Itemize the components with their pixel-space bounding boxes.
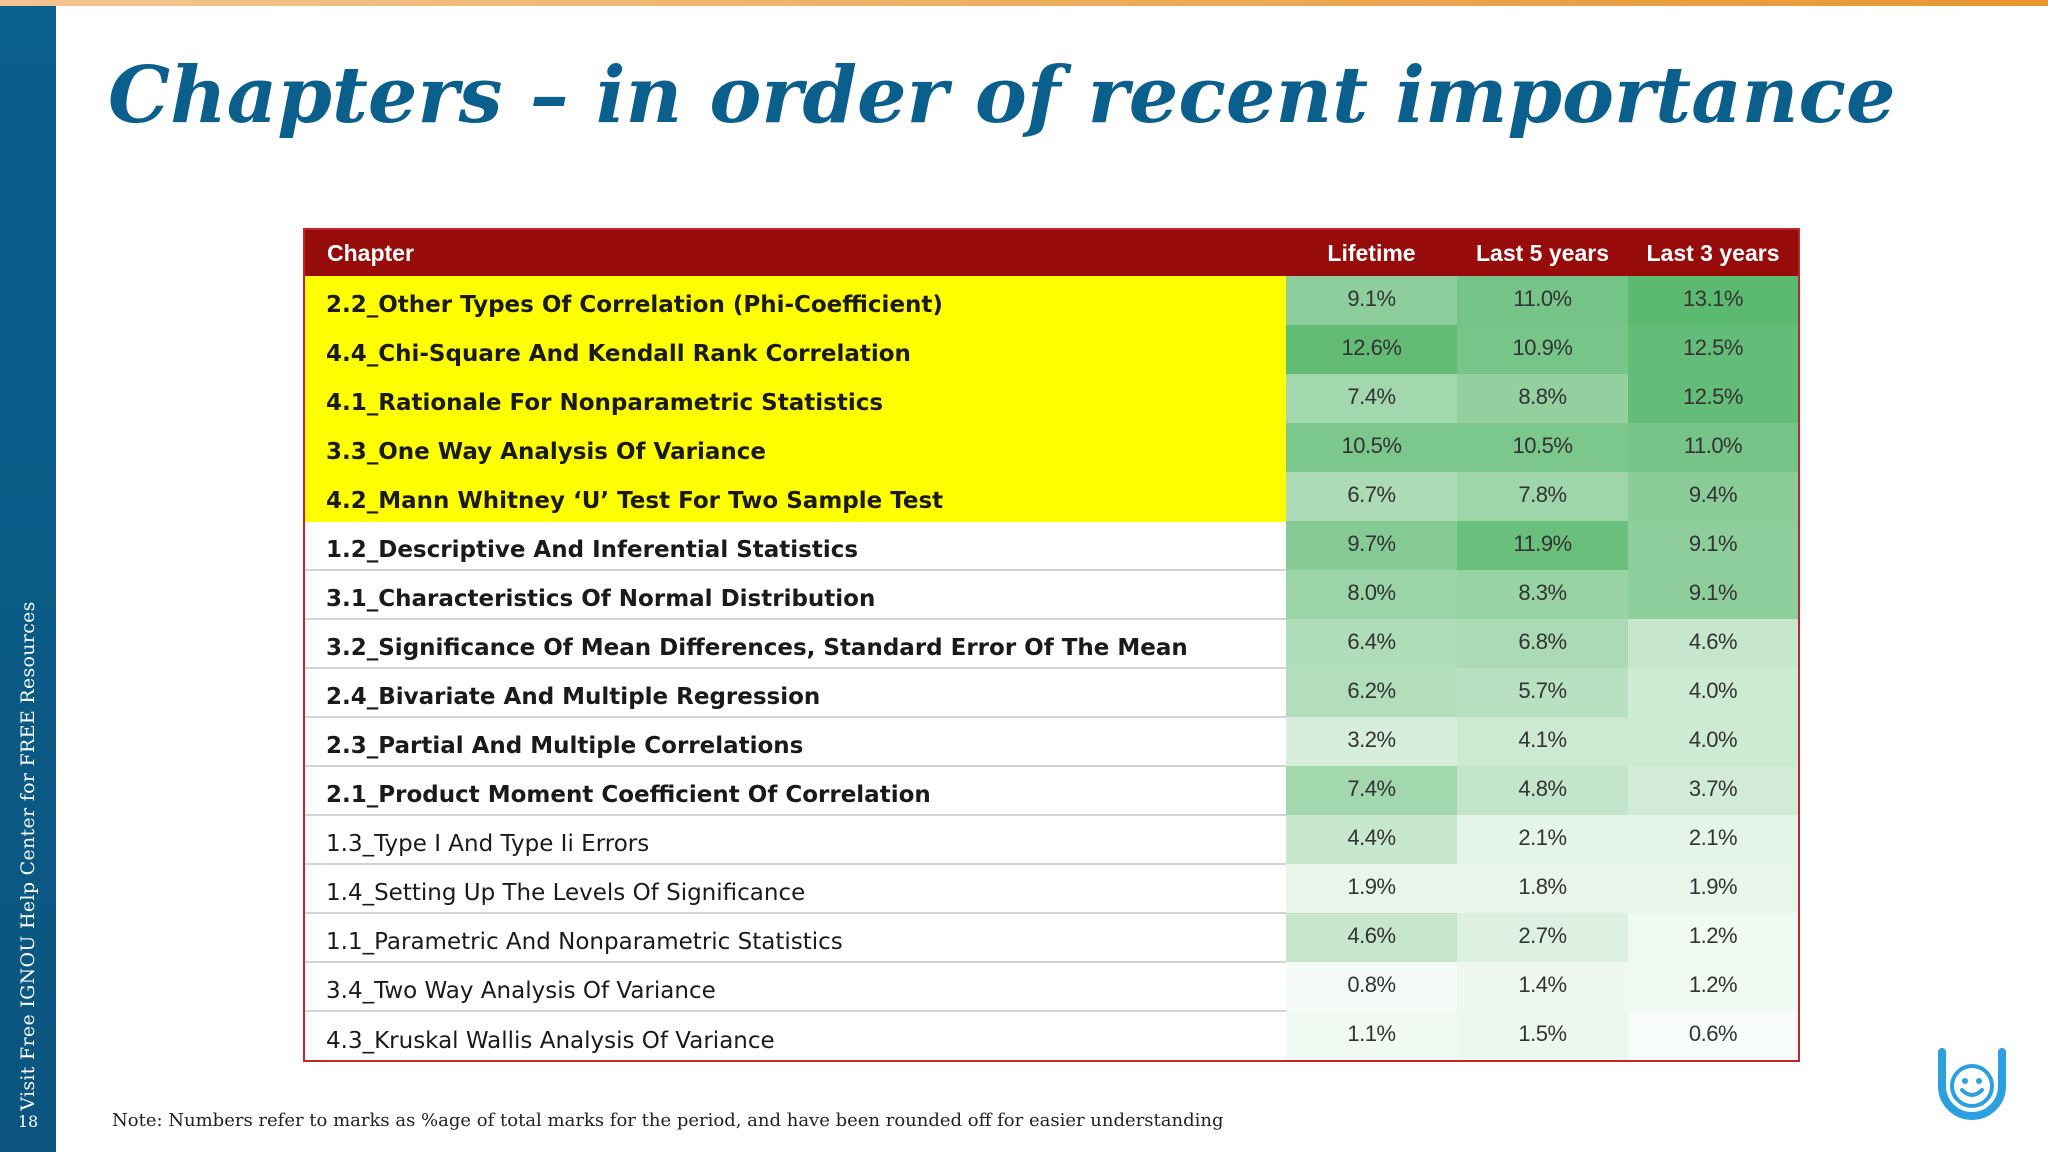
last3-value-cell: 12.5% — [1628, 325, 1798, 374]
last3-value-cell: 9.1% — [1628, 521, 1798, 570]
header-lifetime: Lifetime — [1286, 230, 1457, 276]
chapter-cell: 4.2_Mann Whitney ‘U’ Test For Two Sample… — [305, 472, 1286, 522]
chapter-cell: 2.4_Bivariate And Multiple Regression — [305, 668, 1286, 718]
lifetime-value-cell: 9.1% — [1286, 276, 1457, 325]
header-last-3-years: Last 3 years — [1628, 230, 1798, 276]
chapter-cell: 1.1_Parametric And Nonparametric Statist… — [305, 913, 1286, 963]
lifetime-value-cell: 6.2% — [1286, 668, 1457, 717]
chapter-cell: 2.1_Product Moment Coefficient Of Correl… — [305, 766, 1286, 816]
chapters-table: Chapter Lifetime Last 5 years Last 3 yea… — [305, 230, 1798, 1060]
table-row: 3.2_Significance Of Mean Differences, St… — [305, 619, 1798, 669]
lifetime-value-cell: 10.5% — [1286, 423, 1457, 472]
table-header-row: Chapter Lifetime Last 5 years Last 3 yea… — [305, 230, 1798, 276]
table-row: 2.2_Other Types Of Correlation (Phi-Coef… — [305, 276, 1798, 326]
chapter-cell: 4.1_Rationale For Nonparametric Statisti… — [305, 374, 1286, 424]
last3-value-cell: 1.9% — [1628, 864, 1798, 913]
table-row: 1.3_Type I And Type Ii Errors 4.4% 2.1% 2.1… — [305, 815, 1798, 865]
last5-value-cell: 4.1% — [1457, 717, 1628, 766]
last5-value-cell: 11.9% — [1457, 521, 1628, 570]
last3-value-cell: 3.7% — [1628, 766, 1798, 815]
header-last-5-years: Last 5 years — [1457, 230, 1628, 276]
last3-value-cell: 4.6% — [1628, 619, 1798, 668]
last3-value-cell: 11.0% — [1628, 423, 1798, 472]
last5-value-cell: 4.8% — [1457, 766, 1628, 815]
last3-value-cell: 12.5% — [1628, 374, 1798, 423]
last3-value-cell: 13.1% — [1628, 276, 1798, 325]
table-row: 3.4_Two Way Analysis Of Variance 0.8% 1.4%… — [305, 962, 1798, 1012]
last5-value-cell: 7.8% — [1457, 472, 1628, 521]
last5-value-cell: 5.7% — [1457, 668, 1628, 717]
last3-value-cell: 9.1% — [1628, 570, 1798, 619]
lifetime-value-cell: 8.0% — [1286, 570, 1457, 619]
chapter-cell: 3.1_Characteristics Of Normal Distributi… — [305, 570, 1286, 620]
side-promo-text: Visit Free IGNOU Help Center for FREE Re… — [17, 601, 39, 1111]
last5-value-cell: 11.0% — [1457, 276, 1628, 325]
lifetime-value-cell: 12.6% — [1286, 325, 1457, 374]
chapters-table-frame: Chapter Lifetime Last 5 years Last 3 yea… — [303, 228, 1800, 1062]
last5-value-cell: 1.4% — [1457, 962, 1628, 1011]
chapter-cell: 3.4_Two Way Analysis Of Variance — [305, 962, 1286, 1012]
last5-value-cell: 1.8% — [1457, 864, 1628, 913]
last5-value-cell: 8.8% — [1457, 374, 1628, 423]
chapter-cell: 2.3_Partial And Multiple Correlations — [305, 717, 1286, 767]
table-row: 4.2_Mann Whitney ‘U’ Test For Two Sample… — [305, 472, 1798, 522]
chapter-cell: 4.4_Chi-Square And Kendall Rank Correlat… — [305, 325, 1286, 375]
slide-title: Chapters – in order of recent importance — [108, 50, 1896, 141]
table-row: 1.4_Setting Up The Levels Of Significanc… — [305, 864, 1798, 914]
top-accent-bar — [0, 0, 2048, 6]
smiley-logo-icon — [1938, 1048, 2006, 1120]
last3-value-cell: 1.2% — [1628, 962, 1798, 1011]
last3-value-cell: 4.0% — [1628, 668, 1798, 717]
table-row: 2.1_Product Moment Coefficient Of Correl… — [305, 766, 1798, 816]
last3-value-cell: 2.1% — [1628, 815, 1798, 864]
table-row: 1.2_Descriptive And Inferential Statisti… — [305, 521, 1798, 571]
lifetime-value-cell: 9.7% — [1286, 521, 1457, 570]
chapter-cell: 1.3_Type I And Type Ii Errors — [305, 815, 1286, 865]
last5-value-cell: 1.5% — [1457, 1011, 1628, 1060]
chapter-cell: 4.3_Kruskal Wallis Analysis Of Variance — [326, 1028, 775, 1054]
table-row: 4.4_Chi-Square And Kendall Rank Correlat… — [305, 325, 1798, 375]
last5-value-cell: 10.5% — [1457, 423, 1628, 472]
table-row: 2.4_Bivariate And Multiple Regression 6.2… — [305, 668, 1798, 718]
lifetime-value-cell: 4.4% — [1286, 815, 1457, 864]
lifetime-value-cell: 1.1% — [1286, 1011, 1457, 1060]
last5-value-cell: 2.1% — [1457, 815, 1628, 864]
chapter-cell: 1.2_Descriptive And Inferential Statisti… — [305, 521, 1286, 571]
chapter-cell: 3.3_One Way Analysis Of Variance — [305, 423, 1286, 473]
last3-value-cell: 1.2% — [1628, 913, 1798, 962]
table-row: 3.3_One Way Analysis Of Variance 10.5% 10.… — [305, 423, 1798, 473]
last5-value-cell: 10.9% — [1457, 325, 1628, 374]
lifetime-value-cell: 3.2% — [1286, 717, 1457, 766]
last3-value-cell: 0.6% — [1628, 1011, 1798, 1060]
last3-value-cell: 4.0% — [1628, 717, 1798, 766]
table-row: 3.1_Characteristics Of Normal Distributi… — [305, 570, 1798, 620]
table-body: 2.2_Other Types Of Correlation (Phi-Coef… — [305, 276, 1798, 1060]
footnote: Note: Numbers refer to marks as %age of … — [112, 1110, 1224, 1131]
last5-value-cell: 6.8% — [1457, 619, 1628, 668]
lifetime-value-cell: 0.8% — [1286, 962, 1457, 1011]
lifetime-value-cell: 7.4% — [1286, 766, 1457, 815]
lifetime-value-cell: 1.9% — [1286, 864, 1457, 913]
last3-value-cell: 9.4% — [1628, 472, 1798, 521]
last5-value-cell: 8.3% — [1457, 570, 1628, 619]
chapter-cell: 1.4_Setting Up The Levels Of Significanc… — [305, 864, 1286, 914]
last5-value-cell: 2.7% — [1457, 913, 1628, 962]
table-row: 1.1_Parametric And Nonparametric Statist… — [305, 913, 1798, 963]
side-bar: Visit Free IGNOU Help Center for FREE Re… — [0, 6, 56, 1152]
header-chapter: Chapter — [305, 230, 1286, 276]
table-row: 4.1_Rationale For Nonparametric Statisti… — [305, 374, 1798, 424]
chapter-cell: 2.2_Other Types Of Correlation (Phi-Coef… — [305, 276, 1286, 326]
chapter-cell: 3.2_Significance Of Mean Differences, St… — [305, 619, 1286, 669]
table-row: 4.3_Kruskal Wallis Analysis Of Variance 1… — [305, 1011, 1798, 1060]
lifetime-value-cell: 6.4% — [1286, 619, 1457, 668]
lifetime-value-cell: 6.7% — [1286, 472, 1457, 521]
lifetime-value-cell: 7.4% — [1286, 374, 1457, 423]
lifetime-value-cell: 4.6% — [1286, 913, 1457, 962]
page-number: 18 — [17, 1112, 39, 1131]
table-row: 2.3_Partial And Multiple Correlations 3.2… — [305, 717, 1798, 767]
